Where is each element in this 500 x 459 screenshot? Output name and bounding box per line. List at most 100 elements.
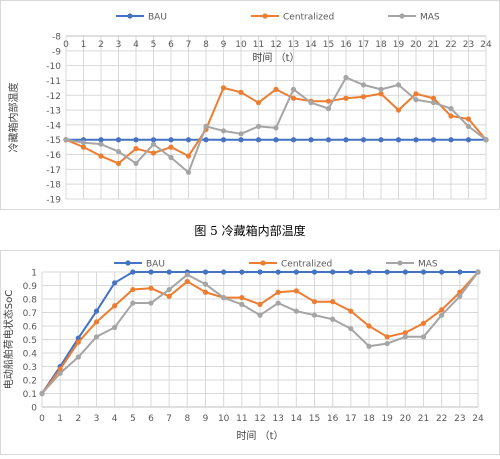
soc-point-bau	[130, 269, 136, 275]
soc-y-tick-label: 0	[31, 404, 37, 414]
soc-point-bau	[439, 269, 445, 275]
soc-point-centralized	[202, 289, 209, 295]
soc-point-centralized	[420, 320, 427, 326]
soc-point-bau	[457, 269, 463, 275]
soc-x-tick-label: 24	[472, 414, 484, 424]
temp-x-tick-label: 22	[445, 40, 456, 50]
temp-legend-label-bau: BAU	[148, 13, 167, 23]
soc-x-tick-label: 0	[39, 414, 45, 424]
soc-point-bau	[293, 269, 299, 275]
temp-x-tick-label: 14	[305, 40, 317, 50]
soc-point-mas	[384, 340, 390, 347]
soc-point-bau	[402, 269, 408, 275]
soc-point-centralized	[239, 295, 245, 301]
soc-point-centralized	[311, 299, 318, 305]
soc-x-tick-label: 3	[94, 414, 100, 424]
temp-point-bau	[255, 137, 262, 143]
temp-y-tick-label: -13	[46, 107, 61, 117]
soc-x-tick-label: 21	[418, 414, 429, 424]
soc-legend-marker-centralized	[260, 260, 266, 266]
soc-point-mas	[57, 370, 63, 376]
temp-y-tick-label: -12	[46, 92, 61, 102]
temp-point-bau	[133, 137, 139, 143]
soc-point-mas	[330, 316, 336, 322]
soc-point-mas	[348, 326, 354, 332]
temp-x-tick-label: 13	[288, 40, 299, 50]
soc-x-tick-label: 17	[345, 414, 356, 424]
temp-point-mas	[220, 128, 227, 134]
temp-point-mas	[273, 125, 279, 131]
soc-point-centralized	[75, 339, 81, 345]
temp-point-centralized	[255, 100, 262, 106]
temp-y-tick-label: -10	[46, 62, 61, 72]
soc-legend-label-bau: BAU	[146, 260, 165, 270]
soc-x-tick-label: 19	[381, 414, 393, 424]
temp-point-mas	[255, 123, 262, 129]
soc-x-tick-label: 14	[291, 414, 303, 424]
temperature-chart: -8-9-10-11-12-13-14-15-16-17-18-190 1 2 3 4 5…	[0, 0, 500, 210]
soc-y-tick-label: 0.3	[23, 363, 37, 373]
soc-point-bau	[330, 269, 336, 275]
temp-point-mas	[430, 100, 437, 106]
temp-point-centralized	[80, 144, 87, 150]
temp-point-centralized	[325, 98, 332, 104]
soc-chart: 00.10.20.30.40.50.60.70.80.910 1 2 3 4 5 6 7 8 9 1…	[0, 250, 500, 455]
temp-point-centralized	[133, 146, 139, 152]
temp-x-tick-label: 24	[480, 40, 492, 50]
temp-x-tick-label: 17	[358, 40, 369, 50]
temp-y-tick-label: -17	[46, 166, 61, 176]
temp-x-tick-label: 20	[410, 40, 422, 50]
soc-chart-panel: 0 0.1 0.2 0.3 0.4 0.5 0.6 0.7 0.8 0.9 1 0 1 2 3 4 5 6 7 8 9 1…	[0, 250, 500, 455]
temp-point-bau	[238, 137, 244, 143]
temp-point-bau	[465, 137, 472, 143]
soc-point-bau	[348, 269, 354, 275]
soc-point-mas	[221, 295, 227, 301]
temp-point-bau	[430, 137, 437, 143]
soc-x-tick-label: 16	[327, 414, 339, 424]
temp-x-tick-label: 18	[375, 40, 387, 50]
soc-y-tick-label: 0.6	[23, 323, 38, 333]
soc-point-mas	[75, 354, 81, 360]
temp-x-tick-label: 5	[151, 40, 157, 50]
soc-point-mas	[239, 301, 245, 307]
soc-y-tick-label: 0.2	[23, 377, 37, 387]
temp-point-mas	[483, 137, 489, 143]
soc-point-bau	[148, 269, 154, 275]
temp-point-centralized	[273, 86, 279, 92]
temp-x-tick-label: 1	[81, 40, 87, 50]
temp-x-tick-label: 23	[463, 40, 474, 50]
temp-point-bau	[273, 137, 279, 143]
temp-x-tick-label: 0	[63, 40, 69, 50]
temp-legend-marker-mas	[399, 13, 405, 19]
soc-point-bau	[93, 308, 100, 314]
soc-point-bau	[420, 269, 427, 275]
temp-point-mas	[290, 86, 297, 92]
temperature-chart-panel: -8 -9 -10 -11 -12 -13 -14 -15 -16 -17 -18 -19 0 1 2 3 4 5…	[0, 0, 500, 210]
temp-y-axis-label: 冷藏箱内部温度	[7, 83, 20, 153]
soc-point-bau	[239, 269, 245, 275]
temp-y-tick-label: -15	[46, 136, 61, 146]
soc-x-tick-label: 11	[236, 414, 247, 424]
soc-x-tick-label: 23	[454, 414, 465, 424]
temp-point-centralized	[343, 95, 349, 101]
temp-point-mas	[465, 123, 472, 129]
soc-point-centralized	[130, 286, 136, 293]
temp-point-bau	[343, 137, 349, 143]
temp-point-mas	[80, 140, 87, 146]
soc-point-centralized	[293, 288, 299, 294]
temp-point-bau	[308, 137, 314, 143]
temp-point-mas	[203, 123, 209, 129]
soc-y-tick-label: 0.9	[23, 282, 38, 292]
soc-point-centralized	[112, 303, 118, 309]
soc-x-tick-label: 18	[363, 414, 375, 424]
soc-point-centralized	[93, 319, 100, 325]
temp-y-tick-label: -19	[46, 196, 61, 206]
soc-point-bau	[257, 269, 263, 275]
soc-x-tick-label: 5	[130, 414, 136, 424]
soc-x-tick-label: 9	[203, 414, 209, 424]
soc-point-centralized	[402, 330, 408, 336]
temp-x-tick-label: 16	[340, 40, 352, 50]
temp-x-tick-label: 4	[133, 40, 139, 50]
temp-point-centralized	[465, 116, 472, 122]
temp-legend-marker-bau	[127, 13, 133, 19]
